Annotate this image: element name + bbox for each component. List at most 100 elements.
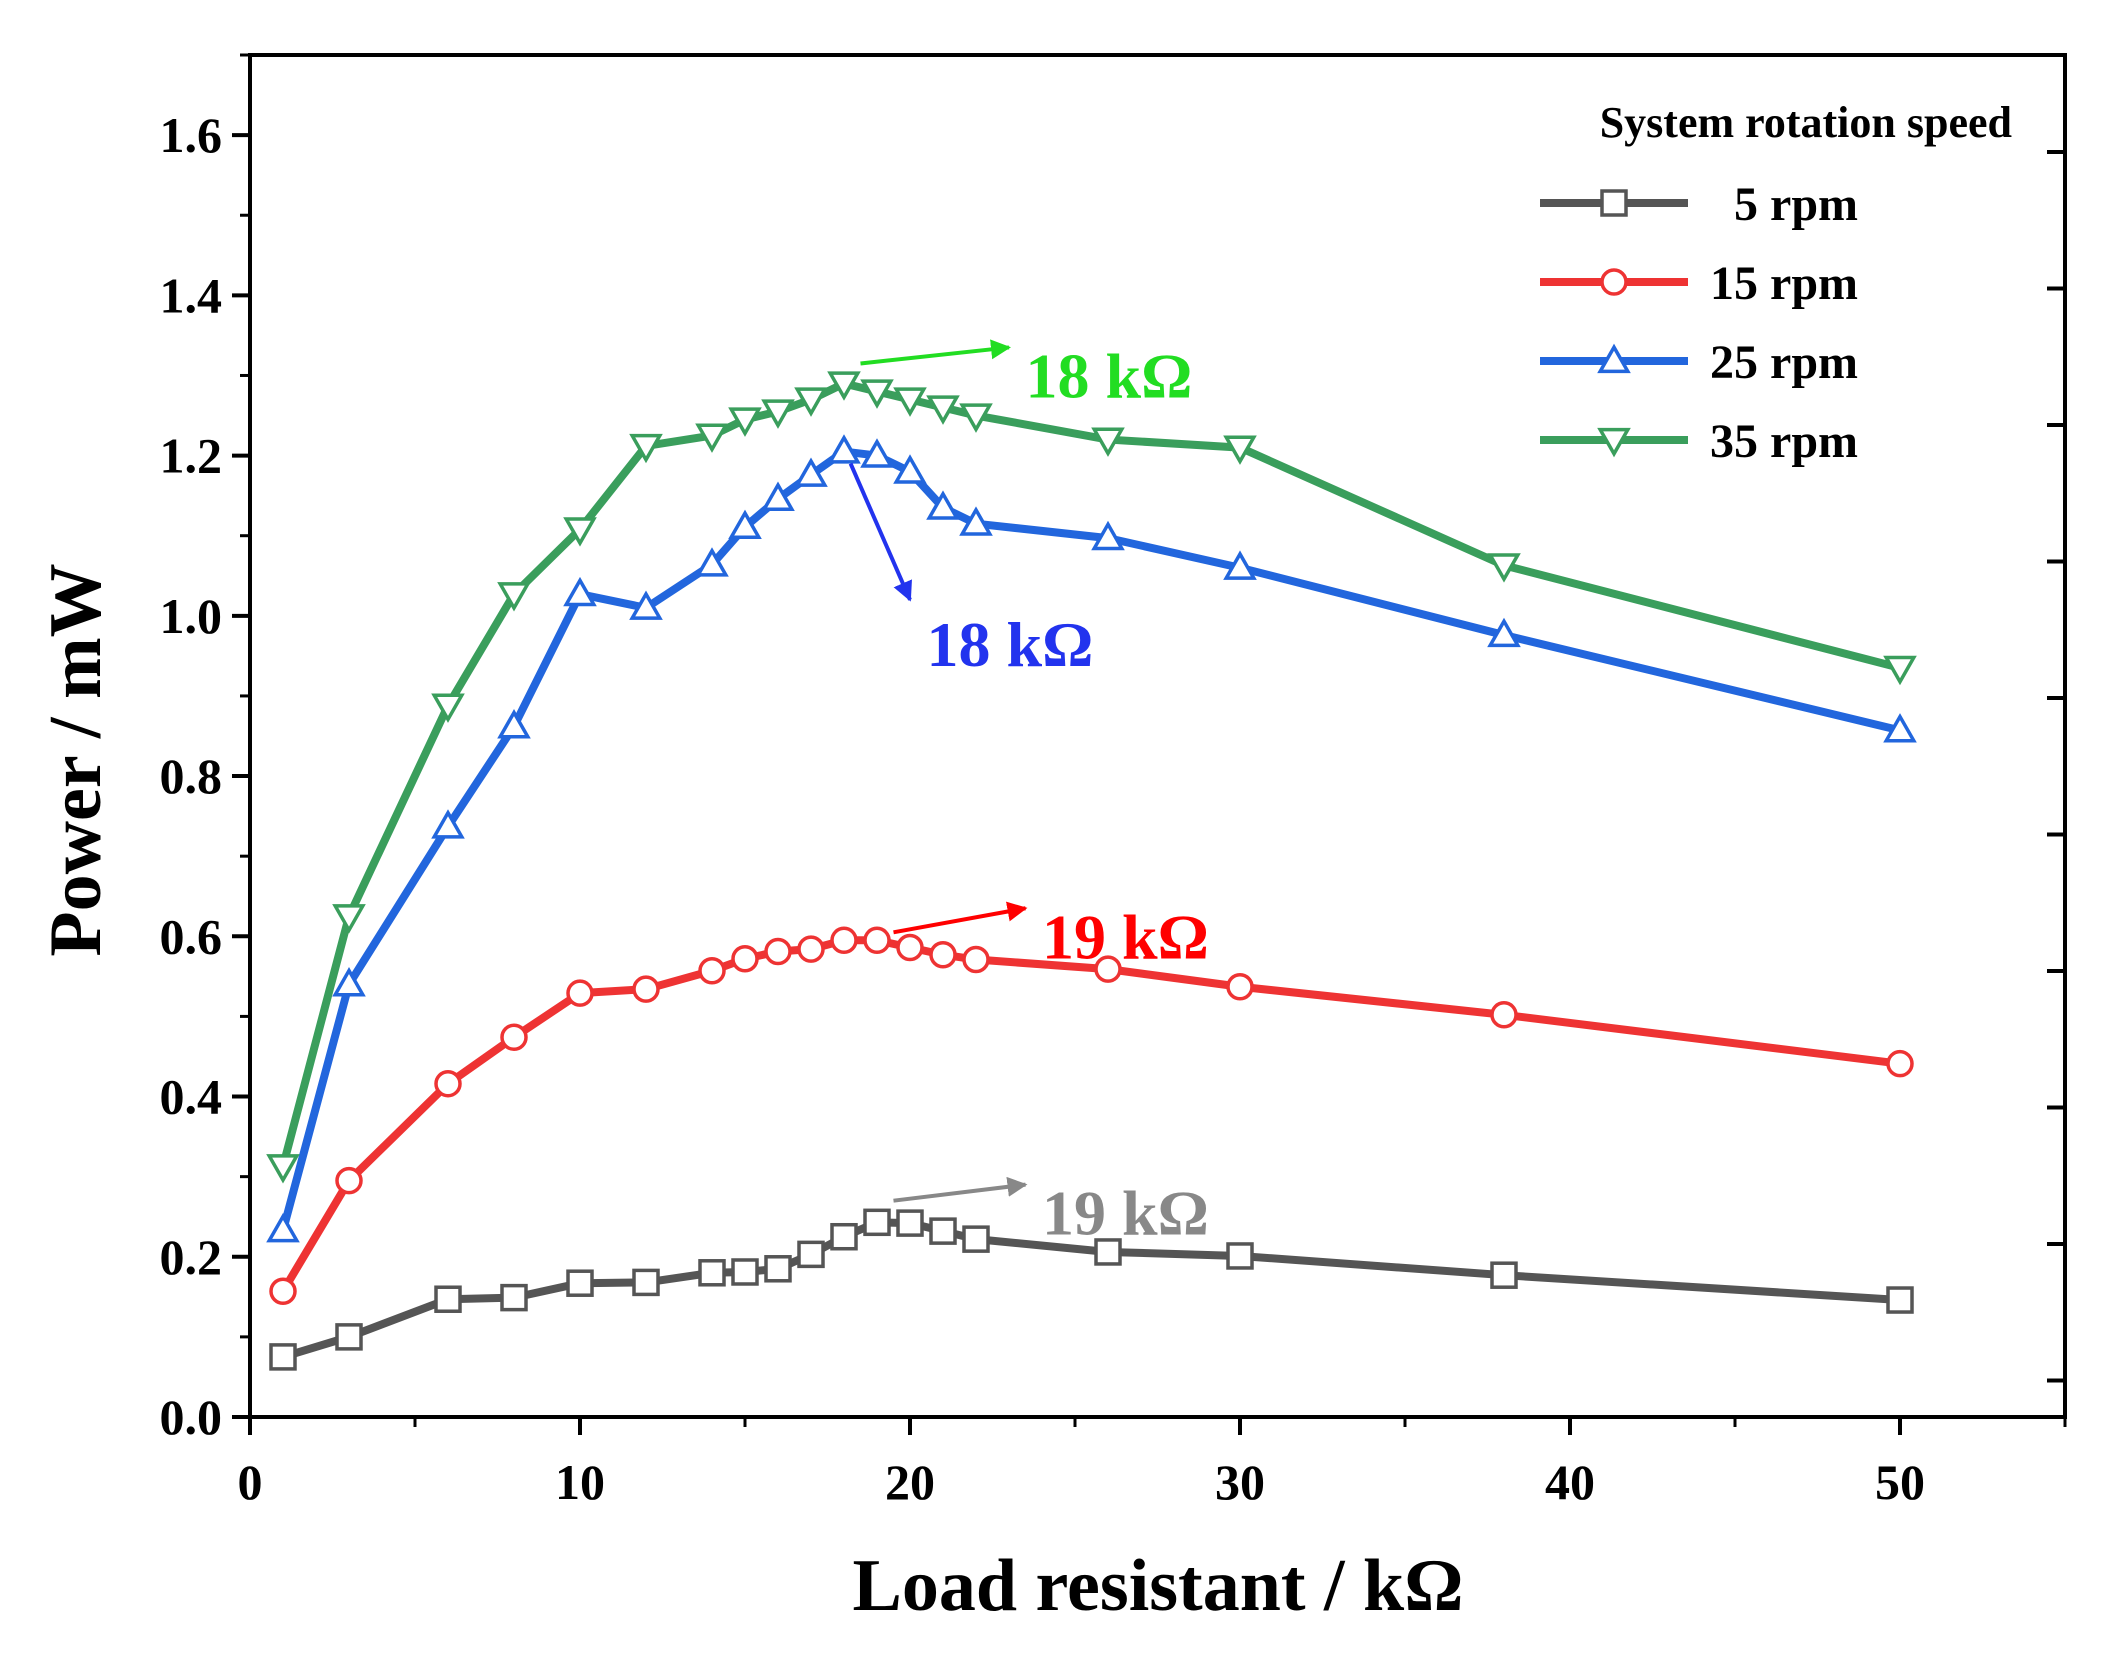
data-point [1883, 655, 1917, 686]
legend: System rotation speed 5 rpm 15 rpm 25 rpm 3… [1540, 98, 2012, 468]
data-point [863, 1208, 891, 1237]
annotations: 18 kΩ 18 kΩ 19 kΩ 19 kΩ [848, 339, 1209, 1249]
data-point [893, 454, 927, 484]
legend-item: 25 rpm [1540, 336, 1858, 389]
data-point [1490, 1261, 1518, 1289]
series-35-rpm [266, 371, 1917, 1184]
y-tick-label: 1.6 [160, 107, 223, 163]
x-tick-label: 0 [238, 1454, 263, 1510]
data-point [266, 1212, 300, 1243]
data-point [827, 371, 861, 401]
data-point [629, 590, 663, 620]
data-point [962, 945, 990, 974]
data-point [332, 904, 366, 934]
data-point [695, 423, 729, 453]
data-point [335, 1166, 363, 1195]
data-point [1490, 1001, 1518, 1029]
data-point [335, 1323, 363, 1351]
y-axis-label: Power / mW [35, 563, 117, 956]
data-point [794, 457, 828, 487]
data-point [1487, 553, 1521, 583]
data-point [830, 926, 858, 955]
series-line [279, 379, 1902, 1168]
data-point [695, 547, 729, 577]
annotation-arrow [893, 1176, 1028, 1203]
data-point [728, 407, 762, 437]
data-point [929, 940, 957, 969]
data-point [731, 944, 759, 973]
data-point [497, 709, 531, 739]
series-5-rpm [269, 1208, 1914, 1371]
data-point [830, 1222, 858, 1251]
data-point [632, 1268, 660, 1297]
data-point [500, 1023, 528, 1051]
legend-label: 35 rpm [1710, 415, 1858, 468]
data-point [1886, 1049, 1914, 1078]
data-point [500, 1283, 528, 1312]
data-point [1094, 1238, 1122, 1266]
y-tick-label: 0.8 [160, 748, 223, 804]
legend-marker [1600, 189, 1628, 217]
data-point [431, 693, 465, 723]
axes: 0 10 20 30 40 50 0.0 0.2 0.4 0.6 0.8 1.0 1.2 1.4 1.6 [160, 53, 2067, 1510]
legend-title: System rotation speed [1600, 98, 2012, 147]
data-point [1883, 713, 1917, 743]
x-tick-label: 30 [1215, 1454, 1265, 1510]
data-point [863, 926, 891, 955]
y-tick-label: 1.4 [160, 267, 223, 323]
data-point [929, 1217, 957, 1245]
data-point [731, 1258, 759, 1286]
data-point [827, 434, 861, 464]
data-point [896, 1209, 924, 1237]
annotation-arrow [848, 462, 912, 602]
data-point [1226, 1242, 1254, 1270]
legend-marker [1597, 343, 1631, 374]
data-point [1091, 427, 1125, 457]
data-point [497, 582, 531, 612]
data-point [1226, 973, 1254, 1001]
data-point [698, 956, 726, 985]
series-layer [266, 371, 1917, 1371]
data-point [332, 967, 366, 997]
series-25-rpm [266, 434, 1917, 1243]
data-point [269, 1277, 297, 1305]
data-point [632, 975, 660, 1003]
data-point [959, 403, 993, 433]
legend-label: 5 rpm [1734, 178, 1858, 231]
y-tick-label: 0.2 [160, 1229, 223, 1285]
data-point [698, 1259, 726, 1287]
data-point [266, 1154, 300, 1184]
legend-item: 15 rpm [1540, 257, 1858, 310]
annotation-label: 19 kΩ [1042, 1178, 1209, 1249]
data-point [860, 438, 894, 468]
series-15-rpm [269, 926, 1914, 1305]
y-tick-label: 0.6 [160, 908, 223, 964]
series-line [279, 447, 1901, 1232]
data-point [761, 481, 795, 511]
x-tick-label: 40 [1545, 1454, 1595, 1510]
x-tick-label: 20 [885, 1454, 935, 1510]
data-point [926, 395, 960, 425]
annotation-label: 18 kΩ [1026, 340, 1193, 411]
y-tick-label: 0.4 [160, 1069, 223, 1125]
data-point [959, 506, 993, 536]
x-tick-label: 10 [555, 1454, 605, 1510]
annotation-arrow [860, 339, 1011, 366]
legend-item: 35 rpm [1540, 415, 1858, 468]
legend-label: 25 rpm [1710, 336, 1858, 389]
y-tick-label: 1.0 [160, 588, 223, 644]
data-point [629, 433, 663, 464]
data-point [431, 809, 465, 839]
legend-marker [1600, 268, 1628, 296]
x-axis-label: Load resistant / kΩ [853, 1545, 1464, 1627]
data-point [563, 517, 597, 547]
x-tick-label: 50 [1875, 1454, 1925, 1510]
data-point [728, 509, 762, 539]
legend-label: 15 rpm [1710, 257, 1858, 310]
data-point [434, 1285, 462, 1313]
data-point [860, 379, 894, 409]
legend-marker [1597, 427, 1631, 458]
data-point [896, 933, 924, 962]
y-tick-label: 1.2 [160, 428, 223, 484]
annotation-label: 19 kΩ [1042, 901, 1209, 972]
